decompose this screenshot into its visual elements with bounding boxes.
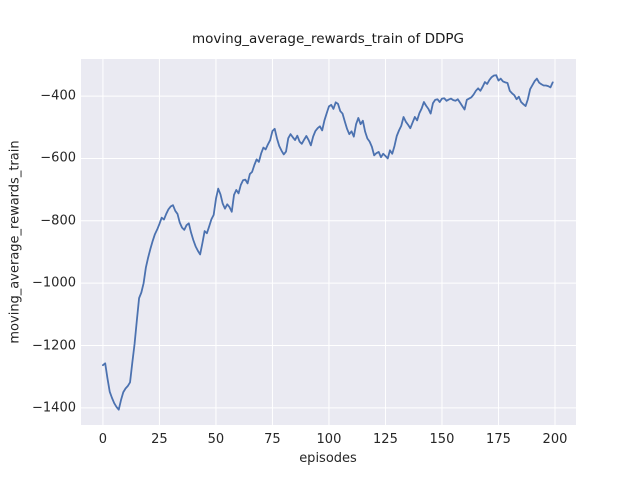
plot-area xyxy=(81,59,576,425)
line-chart xyxy=(81,59,576,425)
y-tick-label: −1000 xyxy=(32,275,76,291)
x-tick-label: 175 xyxy=(486,432,511,447)
y-tick-label: −600 xyxy=(40,150,76,166)
y-axis-label: moving_average_rewards_train xyxy=(7,140,23,344)
chart-title: moving_average_rewards_train of DDPG xyxy=(192,31,464,47)
x-tick-label: 125 xyxy=(373,432,398,447)
x-tick-label: 200 xyxy=(542,432,568,447)
x-tick-label: 50 xyxy=(207,432,225,447)
x-tick-label: 25 xyxy=(151,432,168,447)
y-tick-label: −1400 xyxy=(32,400,76,416)
ddpg-line-series xyxy=(102,74,554,411)
x-axis-label: episodes xyxy=(299,451,357,466)
x-tick-label: 150 xyxy=(429,432,455,447)
y-tick-label: −400 xyxy=(40,88,76,104)
x-tick-label: 100 xyxy=(316,432,342,447)
x-tick-label: 0 xyxy=(98,432,108,447)
y-tick-label: −1200 xyxy=(32,338,76,353)
y-tick-label: −800 xyxy=(40,213,76,229)
x-tick-label: 75 xyxy=(264,432,281,447)
